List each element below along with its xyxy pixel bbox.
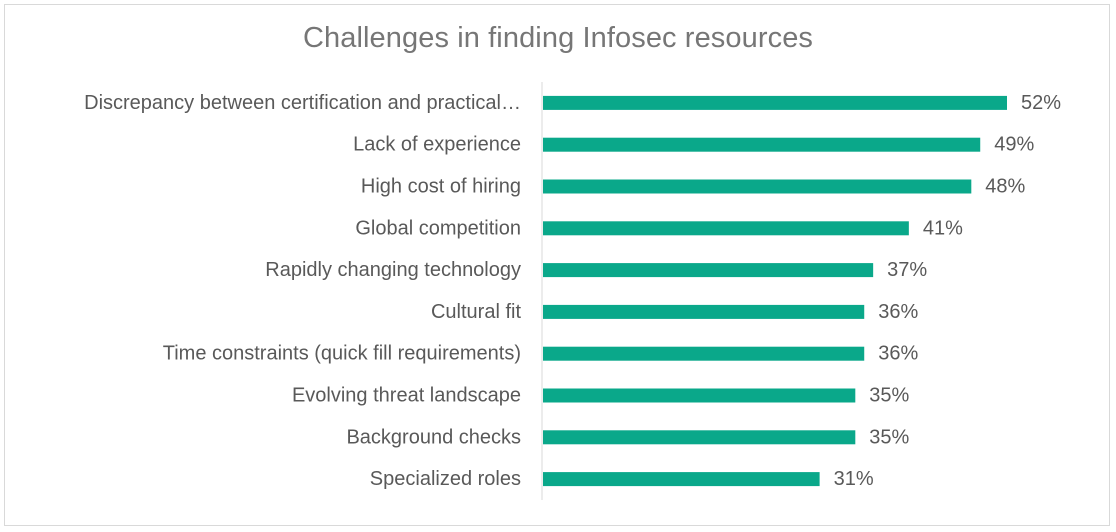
category-labels-group: Discrepancy between certification and pr…	[84, 92, 521, 490]
data-label: 36%	[878, 343, 918, 365]
category-label: High cost of hiring	[361, 176, 521, 198]
bar	[543, 179, 972, 194]
bar	[543, 137, 981, 152]
chart-title: Challenges in finding Infosec resources	[302, 22, 814, 54]
bar	[543, 388, 856, 403]
category-label: Background checks	[346, 426, 521, 448]
category-label: Evolving threat landscape	[292, 385, 521, 407]
category-label: Discrepancy between certification and pr…	[84, 92, 521, 114]
bar	[543, 95, 1007, 110]
category-label: Global competition	[355, 217, 521, 239]
category-label: Rapidly changing technology	[265, 259, 521, 281]
bars-group	[543, 95, 1007, 487]
data-label: 35%	[869, 426, 909, 448]
data-label: 37%	[887, 259, 927, 281]
data-label: 48%	[985, 176, 1025, 198]
data-label: 52%	[1021, 92, 1061, 114]
bar	[543, 304, 865, 319]
data-label: 36%	[878, 301, 918, 323]
data-label: 41%	[923, 217, 963, 239]
category-label: Time constraints (quick fill requirement…	[163, 343, 521, 365]
bar	[543, 346, 865, 361]
category-label: Specialized roles	[370, 468, 521, 490]
data-label: 49%	[994, 134, 1034, 156]
category-label: Lack of experience	[353, 134, 521, 156]
bar	[543, 263, 874, 278]
bar	[543, 221, 909, 236]
bar	[543, 472, 820, 487]
bar	[543, 430, 856, 445]
data-labels-group: 52% 49% 48% 41% 37% 36% 36% 35% 35% 31%	[834, 92, 1062, 490]
data-label: 35%	[869, 385, 909, 407]
category-label: Cultural fit	[431, 301, 521, 323]
data-label: 31%	[834, 468, 874, 490]
